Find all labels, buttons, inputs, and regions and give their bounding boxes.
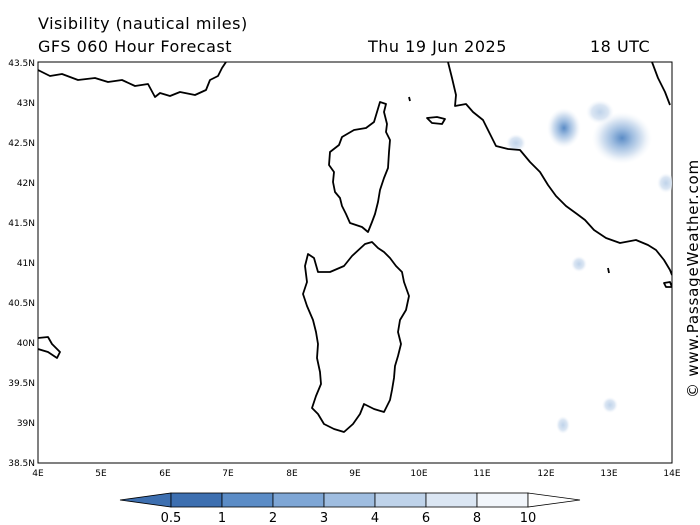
lat-tick-label: 42N <box>17 179 35 189</box>
lon-axis: 4E 5E 6E 7E 8E 9E 10E 11E 12E 13E 14E <box>32 469 681 479</box>
lon-tick-label: 4E <box>32 469 44 479</box>
lat-tick-label: 38.5N <box>8 459 35 469</box>
lon-tick-label: 11E <box>473 469 490 479</box>
balearic-coastline <box>38 336 61 359</box>
lat-tick-label: 39.5N <box>8 379 35 389</box>
colorbar-segment <box>425 492 478 508</box>
lon-tick-label: 8E <box>286 469 298 479</box>
colorbar-under-arrow <box>119 492 172 508</box>
colorbar-segment <box>272 492 325 508</box>
map-title: Visibility (nautical miles) <box>38 14 248 33</box>
colorbar-tick-label: 2 <box>269 511 277 525</box>
colorbar-segment <box>374 492 427 508</box>
forecast-time: 18 UTC <box>590 37 651 56</box>
lat-tick-label: 43N <box>17 99 35 109</box>
colorbar-tick-label: 1 <box>218 511 226 525</box>
colorbar-segment <box>323 492 376 508</box>
colorbar-segment <box>221 492 274 508</box>
elba-island <box>426 116 446 125</box>
forecast-label: GFS 060 Hour Forecast <box>38 37 233 56</box>
italy-south-fragment <box>663 281 672 288</box>
colorbar-tick-label: 10 <box>520 511 537 525</box>
colorbar-tick-label: 0.5 <box>161 511 182 525</box>
sardinia-coastline <box>302 241 410 433</box>
colorbar-over-arrow <box>527 492 581 508</box>
lon-tick-label: 7E <box>222 469 234 479</box>
lat-tick-label: 41N <box>17 259 35 269</box>
italy-coastline <box>447 62 672 276</box>
italy-east-coast <box>651 62 671 106</box>
lon-tick-label: 9E <box>349 469 361 479</box>
lat-tick-label: 39N <box>17 419 35 429</box>
lon-tick-label: 10E <box>410 469 427 479</box>
lat-tick-label: 42.5N <box>8 139 35 149</box>
lat-tick-label: 43.5N <box>8 59 35 69</box>
colorbar-tick-label: 8 <box>473 511 481 525</box>
forecast-date: Thu 19 Jun 2025 <box>368 37 507 56</box>
lat-tick-label: 40N <box>17 339 35 349</box>
lat-tick-label: 41.5N <box>8 219 35 229</box>
ponza-islet <box>607 267 610 274</box>
lon-tick-label: 14E <box>663 469 680 479</box>
colorbar: 0.5 1 2 3 4 6 8 10 <box>119 492 581 525</box>
france-coastline <box>38 62 227 98</box>
lon-tick-label: 13E <box>600 469 617 479</box>
visibility-shading <box>506 100 672 434</box>
colorbar-tick-label: 3 <box>320 511 328 525</box>
colorbar-segment <box>476 492 529 508</box>
lon-tick-label: 6E <box>159 469 171 479</box>
lat-tick-label: 40.5N <box>8 299 35 309</box>
colorbar-tick-label: 4 <box>371 511 379 525</box>
lat-axis: 43.5N 43N 42.5N 42N 41.5N 41N 40.5N 40N … <box>8 59 35 469</box>
colorbar-segment <box>170 492 223 508</box>
corsica-coastline <box>328 101 391 233</box>
lon-tick-label: 12E <box>537 469 554 479</box>
giglio-islet <box>408 96 411 102</box>
colorbar-tick-label: 6 <box>422 511 430 525</box>
lon-tick-label: 5E <box>95 469 107 479</box>
